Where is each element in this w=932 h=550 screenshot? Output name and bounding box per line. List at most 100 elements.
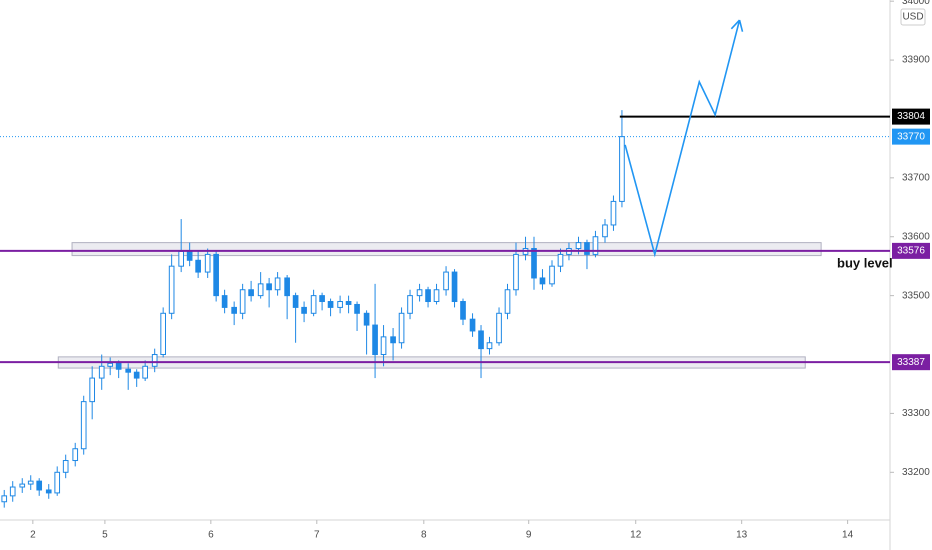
candle-body [496, 312, 502, 344]
y-tick-label: 33300 [902, 408, 930, 419]
zone [71, 242, 822, 257]
y-tick-label: 33900 [902, 55, 930, 66]
candle-body [398, 312, 405, 344]
candle-body [504, 289, 511, 314]
arrow-head [738, 19, 744, 32]
price-tag-label: 33576 [897, 246, 925, 257]
candle-body [416, 289, 423, 297]
candle-body [274, 277, 281, 291]
candle-body [372, 324, 378, 356]
candle-body [345, 301, 352, 305]
price-tag-label: 33387 [897, 357, 925, 368]
x-tick-label: 9 [526, 530, 532, 541]
candle-body [168, 265, 175, 314]
price-tag [892, 354, 930, 371]
candle-body [133, 371, 140, 379]
candle-body [284, 277, 290, 297]
annotation: buy level [837, 255, 893, 270]
candle-body [354, 303, 360, 314]
candle-body [115, 362, 122, 370]
candle-body [80, 401, 87, 450]
candle-body [160, 312, 166, 356]
candle-body [19, 483, 26, 488]
y-tick-label: 34000 [902, 0, 930, 7]
candle-body [531, 248, 537, 279]
candle-body [602, 224, 608, 238]
candle-body [27, 480, 34, 485]
x-tick-label: 6 [208, 530, 214, 541]
candle-body [257, 283, 264, 297]
candle-body [575, 242, 582, 250]
candle-body [584, 242, 590, 255]
x-tick-label: 2 [30, 530, 36, 541]
candle-body [443, 271, 449, 291]
y-tick-label: 33500 [902, 290, 930, 301]
x-tick-label: 13 [736, 530, 748, 541]
candle-body [248, 289, 254, 297]
candle-body [425, 289, 431, 303]
x-tick-label: 12 [630, 530, 642, 541]
candle-body [89, 377, 96, 403]
candle-body [380, 336, 387, 356]
candle-body [592, 236, 599, 255]
x-tick-label: 5 [102, 530, 108, 541]
y-tick-label: 33700 [902, 172, 930, 183]
candle-body [36, 480, 43, 491]
candle-body [301, 306, 307, 314]
currency-label: USD [902, 12, 923, 23]
x-tick-label: 14 [842, 530, 854, 541]
candle-body [9, 486, 16, 497]
candle-body [451, 271, 458, 303]
x-tick-label: 8 [421, 530, 427, 541]
candle-body [213, 253, 219, 297]
arrow-head [730, 19, 741, 30]
price-tag-label: 33804 [897, 111, 925, 122]
candle-body [239, 289, 246, 314]
candle-body [72, 448, 79, 462]
candle-body [549, 265, 555, 285]
candle-body [62, 460, 69, 473]
candle-body [460, 301, 466, 320]
candle-body [151, 354, 158, 367]
candle-body [125, 368, 132, 373]
price-tag [892, 108, 930, 125]
candle-body [327, 301, 334, 308]
candle-body [142, 365, 148, 379]
candle-body [513, 253, 519, 291]
candle-body [610, 200, 617, 226]
currency-box [900, 8, 926, 26]
price-tag [892, 128, 930, 145]
x-tick-label: 7 [314, 530, 320, 541]
price-tag [892, 242, 930, 259]
candle-body [54, 471, 61, 494]
candle-body [557, 253, 564, 267]
candle-body [469, 318, 476, 332]
candle-body [619, 136, 625, 202]
price-tag-label: 33770 [897, 131, 925, 142]
y-tick-label: 33200 [902, 467, 930, 478]
candle-body [45, 489, 52, 494]
candle-body [539, 277, 546, 285]
candle-body [178, 250, 185, 267]
candle-body [1, 495, 8, 503]
candle-body [204, 253, 211, 273]
candle-body [390, 336, 396, 344]
candle-body [98, 365, 105, 379]
projection-path [624, 19, 741, 258]
candle-body [186, 250, 193, 261]
candle-body [486, 342, 493, 350]
candle-body [107, 362, 114, 367]
candle-body [266, 283, 272, 291]
candle-body [363, 312, 370, 326]
candle-body [407, 295, 413, 314]
candle-body [310, 295, 317, 314]
candle-body [337, 301, 343, 308]
candle-body [221, 295, 228, 308]
candle-body [231, 306, 237, 314]
candle-body [478, 330, 484, 350]
y-tick-label: 33600 [902, 231, 930, 242]
candle-body [433, 289, 440, 303]
candle-body [292, 295, 299, 308]
